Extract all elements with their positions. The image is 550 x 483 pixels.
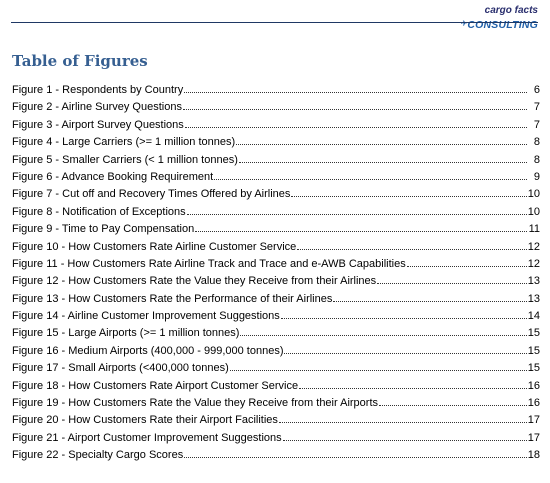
toc-entry-page: 15 (527, 344, 540, 357)
toc-entry-label: Figure 8 - Notification of Exceptions (12, 205, 186, 218)
toc-entry[interactable]: Figure 19 - How Customers Rate the Value… (12, 397, 540, 414)
toc-entry[interactable]: Figure 20 - How Customers Rate their Air… (12, 414, 540, 431)
toc-entry[interactable]: Figure 11 - How Customers Rate Airline T… (12, 258, 540, 275)
toc-entry-label: Figure 2 - Airline Survey Questions (12, 101, 182, 114)
dot-leader (333, 293, 527, 302)
logo-line1: cargo facts (484, 5, 538, 16)
toc-entry[interactable]: Figure 6 - Advance Booking Requirement 9 (12, 171, 540, 188)
dot-leader (377, 275, 527, 285)
toc-entry[interactable]: Figure 10 - How Customers Rate Airline C… (12, 241, 540, 258)
toc-entry[interactable]: Figure 2 - Airline Survey Questions 7 (12, 101, 540, 118)
toc-entry-page: 8 (533, 153, 540, 166)
dot-leader (184, 449, 527, 459)
toc-entry[interactable]: Figure 13 - How Customers Rate the Perfo… (12, 293, 540, 310)
toc-entry[interactable]: Figure 17 - Small Airports (<400,000 ton… (12, 362, 540, 379)
dot-leader (229, 362, 527, 372)
toc-entry-label: Figure 10 - How Customers Rate Airline C… (12, 240, 297, 253)
toc-entry-page: 8 (533, 136, 540, 149)
toc-entry-label: Figure 1 - Respondents by Country (12, 84, 184, 96)
toc-entry-label: Figure 7 - Cut off and Recovery Times Of… (12, 188, 291, 201)
toc-entry-label: Figure 5 - Smaller Carriers (< 1 million… (12, 153, 238, 166)
dot-leader (379, 397, 527, 407)
toc-entry-page: 12 (527, 240, 540, 253)
dot-leader (284, 345, 527, 354)
toc-entry-page: 7 (533, 101, 540, 114)
toc-entry-page: 6 (533, 84, 540, 96)
toc-entry[interactable]: Figure 5 - Smaller Carriers (< 1 million… (12, 154, 540, 171)
toc-entry-label: Figure 20 - How Customers Rate their Air… (12, 414, 278, 427)
toc-entry[interactable]: Figure 18 - How Customers Rate Airport C… (12, 380, 540, 397)
toc-entry[interactable]: Figure 4 - Large Carriers (>= 1 million … (12, 136, 540, 153)
toc-entry-label: Figure 4 - Large Carriers (>= 1 million … (12, 136, 236, 149)
toc-entry[interactable]: Figure 1 - Respondents by Country 6 (12, 84, 540, 101)
toc-entry-page: 13 (527, 275, 540, 288)
toc-entry-page: 18 (527, 449, 540, 462)
dot-leader (282, 432, 527, 441)
toc-entry-label: Figure 18 - How Customers Rate Airport C… (12, 379, 299, 392)
dot-leader (406, 258, 527, 267)
toc-entry-page: 7 (533, 118, 540, 131)
toc-entry-page: 12 (527, 257, 540, 270)
header-rule (11, 22, 538, 23)
company-logo: cargo facts ✈CONSULTING (460, 6, 538, 32)
toc-entry-page: 13 (527, 292, 540, 305)
dot-leader (280, 310, 527, 320)
page-title: Table of Figures (12, 52, 148, 70)
toc-entry-page: 14 (527, 310, 540, 323)
dot-leader (236, 136, 527, 146)
toc-entry-label: Figure 9 - Time to Pay Compensation (12, 223, 195, 236)
toc-entry-label: Figure 14 - Airline Customer Improvement… (12, 310, 280, 323)
dot-leader (184, 119, 527, 128)
dot-leader (278, 414, 527, 424)
toc-entry[interactable]: Figure 8 - Notification of Exceptions 10 (12, 206, 540, 223)
toc-entry-label: Figure 12 - How Customers Rate the Value… (12, 275, 377, 288)
toc-entry-label: Figure 22 - Specialty Cargo Scores (12, 449, 184, 462)
toc-entry-label: Figure 13 - How Customers Rate the Perfo… (12, 292, 333, 305)
toc-entry-label: Figure 11 - How Customers Rate Airline T… (12, 257, 406, 270)
dot-leader (182, 101, 527, 111)
dot-leader (291, 188, 527, 198)
toc-entry-label: Figure 17 - Small Airports (<400,000 ton… (12, 362, 229, 375)
dot-leader (238, 154, 527, 163)
toc-entry[interactable]: Figure 22 - Specialty Cargo Scores 18 (12, 449, 540, 466)
toc-entry[interactable]: Figure 15 - Large Airports (>= 1 million… (12, 327, 540, 344)
toc-entry-label: Figure 19 - How Customers Rate the Value… (12, 397, 379, 410)
toc-entry-label: Figure 21 - Airport Customer Improvement… (12, 431, 282, 444)
toc-entry-label: Figure 15 - Large Airports (>= 1 million… (12, 327, 240, 340)
logo-line2: CONSULTING (467, 19, 538, 31)
toc-entry[interactable]: Figure 3 - Airport Survey Questions 7 (12, 119, 540, 136)
dot-leader (299, 380, 527, 389)
toc-entry[interactable]: Figure 21 - Airport Customer Improvement… (12, 432, 540, 449)
dot-leader (214, 171, 527, 180)
plane-icon: ✈ (460, 19, 468, 28)
toc-entry-page: 9 (533, 170, 540, 183)
toc-entry[interactable]: Figure 9 - Time to Pay Compensation 11 (12, 223, 540, 240)
toc-entry-page: 17 (527, 414, 540, 427)
toc-entry-page: 11 (528, 223, 540, 236)
toc-entry[interactable]: Figure 7 - Cut off and Recovery Times Of… (12, 188, 540, 205)
toc-entry[interactable]: Figure 16 - Medium Airports (400,000 - 9… (12, 345, 540, 362)
toc-entry-page: 10 (527, 205, 540, 218)
table-of-figures-list: Figure 1 - Respondents by Country 6 Figure… (12, 84, 540, 467)
toc-entry-label: Figure 16 - Medium Airports (400,000 - 9… (12, 344, 284, 357)
dot-leader (195, 223, 527, 233)
toc-entry-label: Figure 3 - Airport Survey Questions (12, 118, 184, 131)
toc-entry-page: 17 (527, 431, 540, 444)
dot-leader (186, 206, 527, 215)
toc-entry-page: 10 (527, 188, 540, 201)
toc-entry[interactable]: Figure 12 - How Customers Rate the Value… (12, 275, 540, 292)
toc-entry-page: 15 (527, 362, 540, 375)
dot-leader (297, 241, 527, 250)
toc-entry[interactable]: Figure 14 - Airline Customer Improvement… (12, 310, 540, 327)
toc-entry-page: 16 (527, 397, 540, 410)
toc-entry-page: 16 (527, 379, 540, 392)
dot-leader (240, 327, 527, 337)
toc-entry-page: 15 (527, 327, 540, 340)
dot-leader (184, 84, 527, 93)
toc-entry-label: Figure 6 - Advance Booking Requirement (12, 170, 214, 183)
